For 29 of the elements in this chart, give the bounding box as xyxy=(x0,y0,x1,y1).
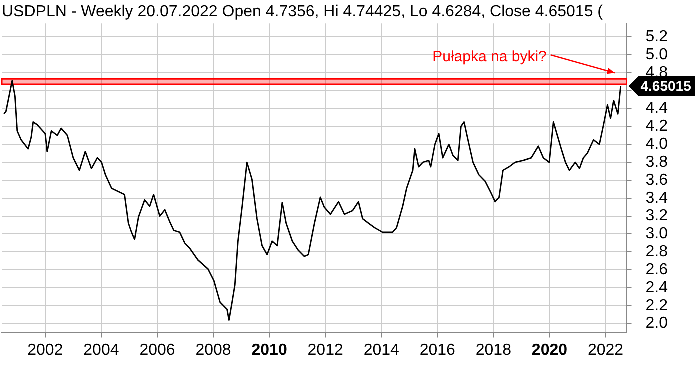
x-tick-label: 2018 xyxy=(476,342,512,359)
y-tick-label: 3.2 xyxy=(646,208,668,225)
annotation: Pułapka na byki? xyxy=(432,48,547,66)
y-tick-label: 3.8 xyxy=(646,154,668,171)
x-tick-label: 2022 xyxy=(588,342,624,359)
y-tick-label: 5.2 xyxy=(646,28,668,46)
y-tick-label: 3.6 xyxy=(646,172,668,189)
y-tick-label: 5.0 xyxy=(646,46,668,64)
y-tick-label: 2.2 xyxy=(646,297,668,314)
y-tick-label: 2.8 xyxy=(646,244,668,261)
x-tick-label: 2006 xyxy=(140,342,176,359)
x-tick-label: 2002 xyxy=(28,342,64,359)
x-tick-label: 2008 xyxy=(196,342,232,359)
y-tick-label: 2.4 xyxy=(646,279,668,296)
chart-title: USDPLN - Weekly 20.07.2022 Open 4.7356, Hi 4.74425, Lo 4.6284, Close 4.65015 ( xyxy=(2,3,604,20)
y-tick-label: 3.0 xyxy=(646,226,668,243)
x-tick-label: 2014 xyxy=(364,342,400,359)
x-tick-label: 2020 xyxy=(532,342,568,359)
x-tick-label: 2010 xyxy=(252,342,288,359)
y-tick-label: 4.4 xyxy=(646,100,668,118)
y-tick-label: 2.0 xyxy=(646,315,668,332)
y-tick-label: 3.4 xyxy=(646,190,668,207)
y-tick-label: 4.0 xyxy=(646,136,668,153)
y-tick-label: 2.6 xyxy=(646,261,668,278)
x-tick-label: 2012 xyxy=(308,342,344,359)
x-tick-label: 2016 xyxy=(420,342,456,359)
text: 4.65015 xyxy=(640,78,692,94)
x-tick-label: 2004 xyxy=(84,342,120,359)
y-tick-label: 4.2 xyxy=(646,118,668,136)
